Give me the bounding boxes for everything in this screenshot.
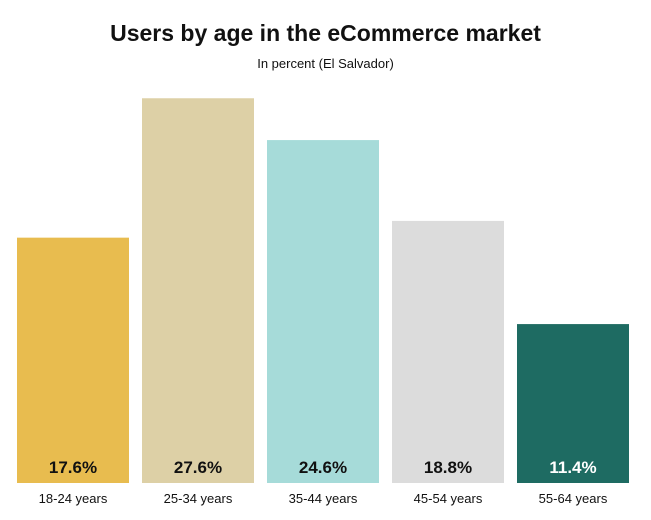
bar-value-label: 27.6% xyxy=(174,458,222,477)
x-tick-label: 55-64 years xyxy=(539,491,608,506)
bar-55-64-years xyxy=(517,324,629,483)
bar-35-44-years xyxy=(267,140,379,484)
x-tick-label: 25-34 years xyxy=(164,491,233,506)
bar-value-label: 17.6% xyxy=(49,458,97,477)
chart-title: Users by age in the eCommerce market xyxy=(110,20,541,46)
chart-subtitle: In percent (El Salvador) xyxy=(257,56,394,71)
bar-value-label: 11.4% xyxy=(549,458,596,477)
x-tick-label: 18-24 years xyxy=(39,491,108,506)
x-tick-label: 45-54 years xyxy=(414,491,483,506)
x-tick-label: 35-44 years xyxy=(289,491,358,506)
bar-45-54-years xyxy=(392,220,504,484)
bar-value-label: 24.6% xyxy=(299,458,347,477)
bar-25-34-years xyxy=(142,98,254,484)
bar-18-24-years xyxy=(17,237,129,483)
bar-value-label: 18.8% xyxy=(424,458,472,477)
